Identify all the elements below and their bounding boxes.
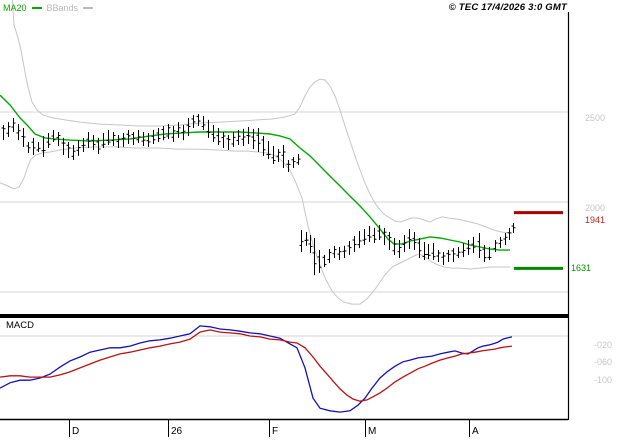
legend-bbands-label: BBands (46, 3, 79, 13)
price-axis-label-2000: 2000 (585, 203, 606, 213)
x-axis-label-D: D (72, 426, 80, 437)
macd-panel-title: MACD (6, 320, 34, 331)
macd-axis-label--020: -020 (594, 339, 613, 350)
macd-axis-label--100: -100 (594, 374, 613, 385)
legend-ma20-label: MA20 (3, 3, 27, 13)
copyright-text: © TEC 17/4/2026 3:0 GMT (448, 2, 567, 13)
bbands-line-swatch-icon (83, 7, 94, 9)
price-axis-label-2500: 2500 (585, 113, 606, 123)
legend: MA20 BBands (3, 3, 94, 13)
ma20-line-swatch-icon (31, 7, 42, 9)
x-axis-label-A: A (472, 426, 479, 437)
resistance-level-label: 1941 (585, 214, 606, 225)
x-axis-label-26: 26 (171, 426, 183, 437)
support-level-label: 1631 (571, 263, 592, 274)
x-axis-label-M: M (368, 426, 377, 437)
macd-axis-label--060: -060 (594, 357, 613, 368)
x-axis-label-F: F (272, 426, 279, 437)
